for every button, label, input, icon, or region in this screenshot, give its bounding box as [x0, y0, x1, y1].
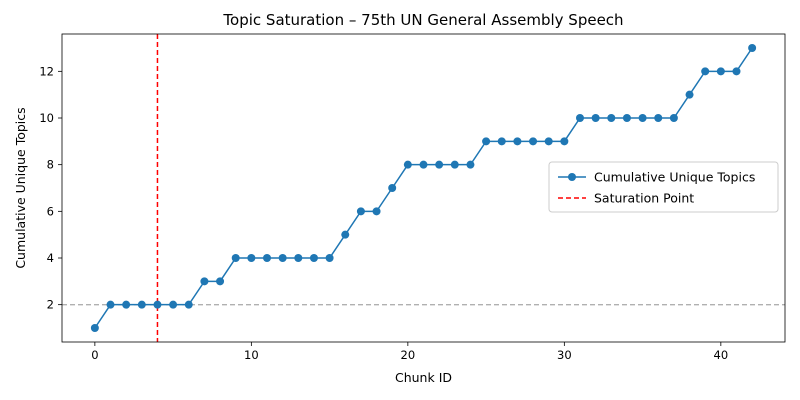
data-point — [622, 114, 631, 122]
y-axis: 2 4 6 8 10 12 — [39, 64, 62, 312]
data-point — [669, 114, 678, 122]
plot-area — [62, 34, 785, 342]
x-tick-label: 40 — [714, 348, 729, 362]
legend-marker-cumulative-topics — [568, 173, 576, 181]
data-point — [403, 160, 412, 169]
data-point — [529, 137, 538, 146]
data-point — [654, 114, 663, 122]
legend-label-saturation-point: Saturation Point — [594, 191, 694, 206]
data-point — [325, 254, 334, 262]
y-tick-label: 10 — [39, 111, 54, 125]
data-point — [544, 137, 553, 146]
data-point — [106, 300, 115, 309]
data-point — [607, 114, 616, 122]
x-axis-label: Chunk ID — [395, 370, 452, 385]
data-point — [497, 137, 506, 146]
data-point — [231, 254, 240, 262]
data-point — [372, 207, 381, 216]
x-tick-label: 10 — [244, 348, 259, 362]
data-point — [685, 90, 694, 99]
y-tick-label: 12 — [39, 64, 54, 78]
data-point — [356, 207, 365, 216]
plot-frame — [61, 33, 786, 343]
data-point — [575, 114, 584, 122]
data-point — [137, 300, 146, 309]
data-point — [184, 300, 193, 309]
data-point — [341, 230, 350, 239]
data-point — [748, 44, 757, 52]
legend: Cumulative Unique Topics Saturation Poin… — [548, 161, 779, 213]
data-point — [90, 324, 99, 332]
x-tick-label: 30 — [557, 348, 572, 362]
data-point — [591, 114, 600, 122]
x-tick-label: 0 — [91, 348, 98, 362]
data-point — [388, 184, 397, 192]
data-point — [716, 67, 725, 76]
data-point — [638, 114, 647, 122]
data-point — [435, 160, 444, 169]
data-point — [466, 160, 475, 169]
data-point — [247, 254, 256, 262]
data-point — [278, 254, 287, 262]
x-axis: 0 10 20 30 40 — [91, 342, 728, 362]
data-point — [309, 254, 318, 262]
data-point — [294, 254, 303, 262]
data-point — [419, 160, 428, 169]
data-point — [263, 254, 272, 262]
data-point — [200, 277, 209, 286]
y-axis-label: Cumulative Unique Topics — [13, 107, 28, 268]
data-point — [169, 300, 178, 309]
legend-box — [548, 161, 779, 213]
data-point — [701, 67, 710, 76]
y-tick-label: 6 — [47, 204, 54, 218]
data-point — [216, 277, 225, 286]
legend-label-cumulative-topics: Cumulative Unique Topics — [594, 170, 755, 185]
data-point — [122, 300, 131, 309]
chart-title: Topic Saturation – 75th UN General Assem… — [222, 11, 623, 29]
data-point — [450, 160, 459, 169]
y-tick-label: 2 — [47, 298, 54, 312]
x-tick-label: 20 — [401, 348, 416, 362]
data-point — [153, 300, 162, 309]
y-tick-label: 4 — [47, 251, 54, 265]
y-tick-label: 8 — [47, 158, 54, 172]
data-point — [560, 137, 569, 146]
data-point — [513, 137, 522, 146]
data-point — [732, 67, 741, 76]
data-point — [482, 137, 491, 146]
